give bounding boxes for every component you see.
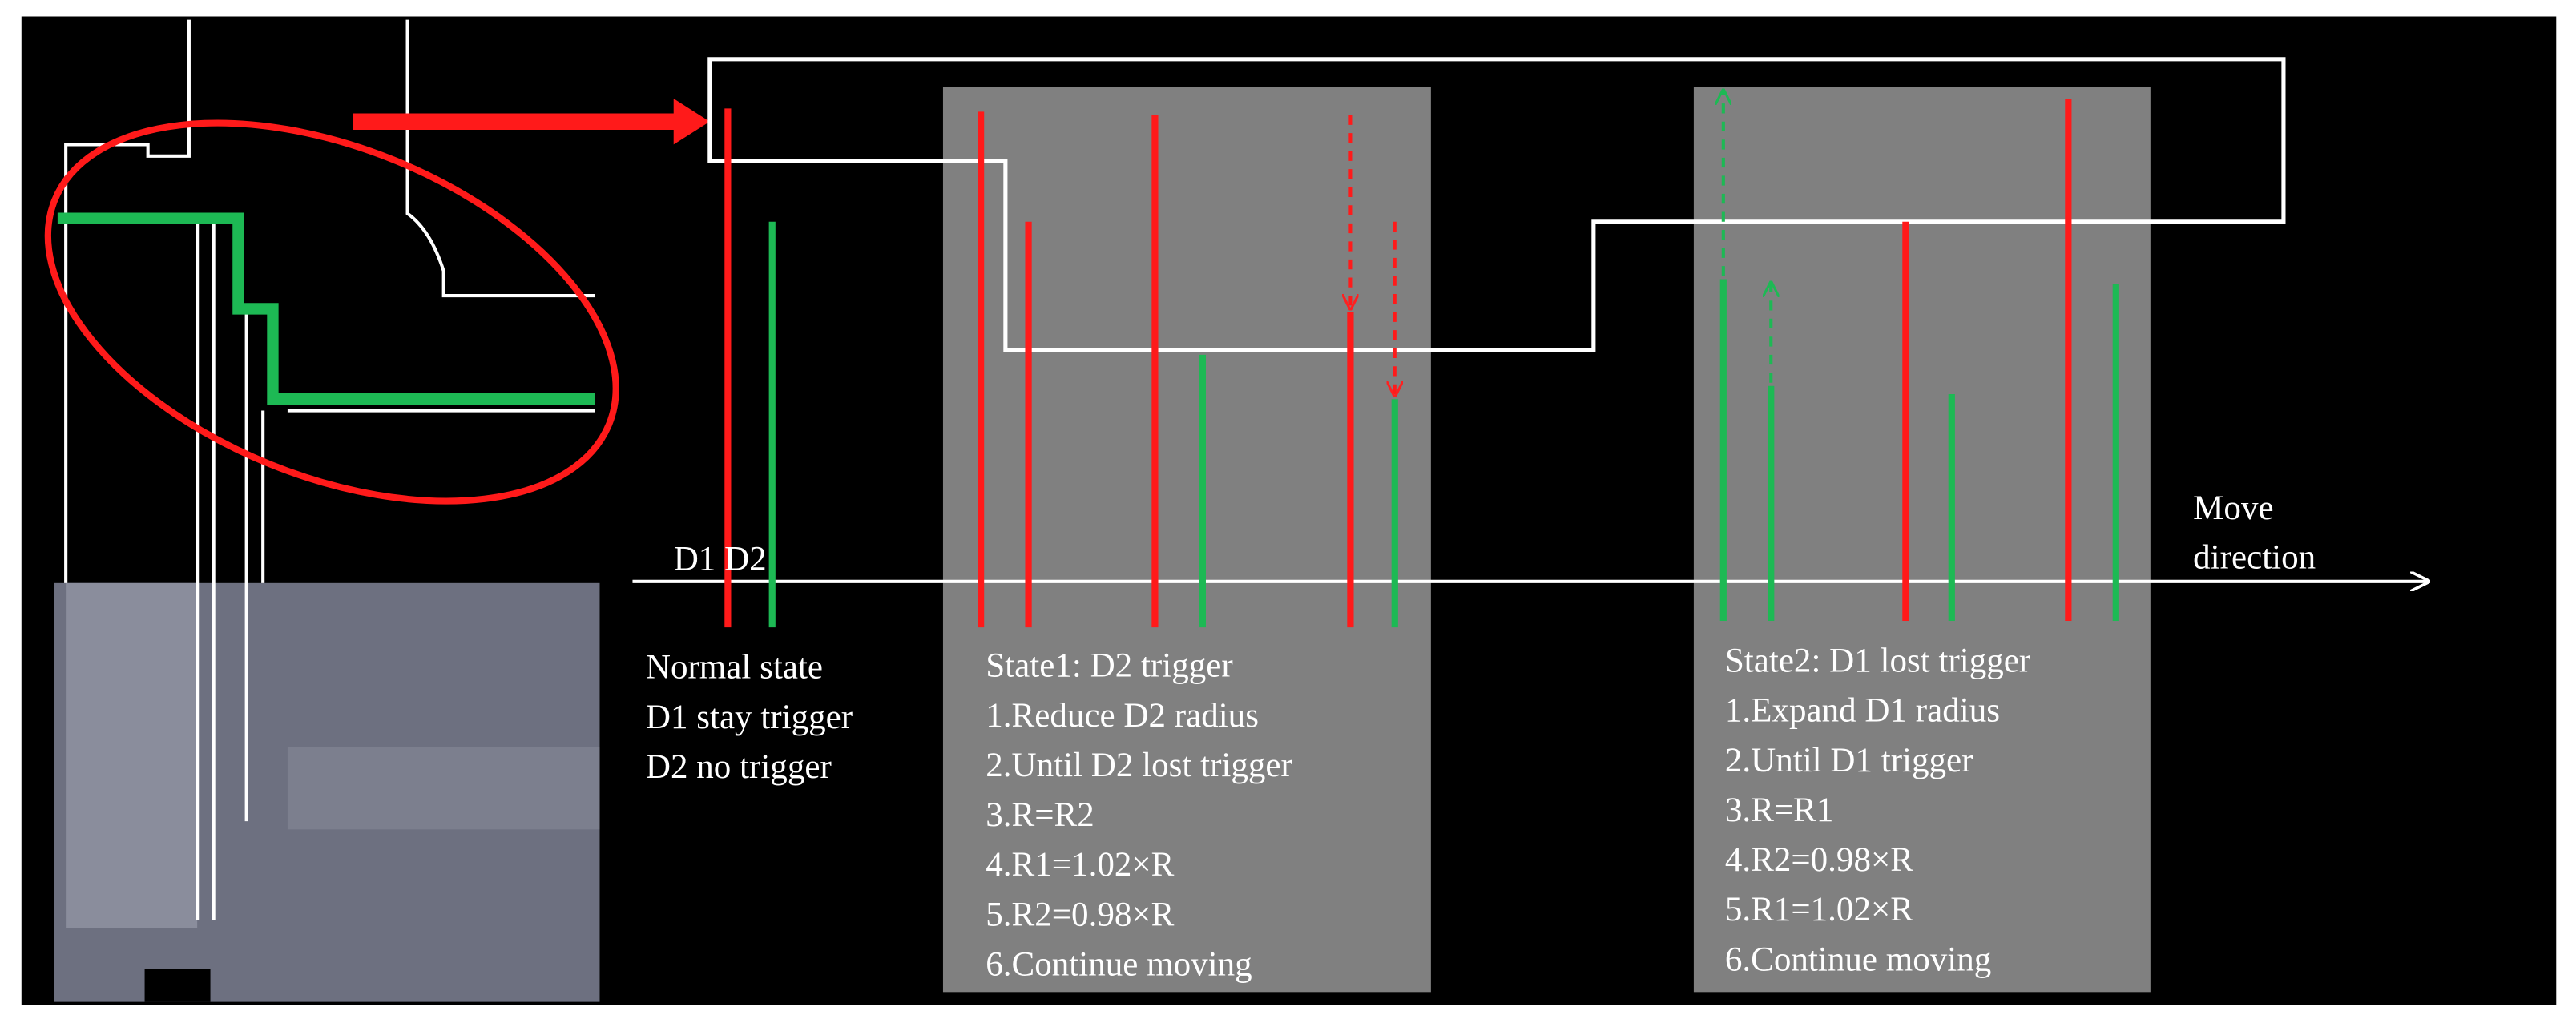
state2-text: State2: D1 lost trigger: [1725, 642, 2030, 680]
state1-text: 4.R1=1.02×R: [986, 846, 1174, 884]
sensor-lines: [724, 99, 2119, 628]
state1-text: 5.R2=0.98×R: [986, 896, 1174, 933]
state2-text: 1.Expand D1 radius: [1725, 692, 2000, 730]
move-label: Move: [2193, 489, 2273, 527]
state1-text: State1: D2 trigger: [986, 647, 1232, 685]
state1-text: 3.R=R2: [986, 796, 1094, 834]
normal-state-text: D1 stay trigger: [646, 699, 853, 736]
state1-text: 2.Until D2 lost trigger: [986, 747, 1292, 784]
state1-text: 1.Reduce D2 radius: [986, 697, 1259, 735]
adjust-arrows: [1350, 91, 1771, 396]
normal-state-text: D2 no trigger: [646, 748, 832, 786]
state2-text: 5.R1=1.02×R: [1725, 891, 1913, 928]
move-label: direction: [2193, 538, 2316, 576]
state1-text: 6.Continue moving: [986, 945, 1252, 983]
state2-text: 6.Continue moving: [1725, 940, 1991, 978]
part-drawing: [44, 19, 710, 1002]
state2-text: 3.R=R1: [1725, 791, 1834, 829]
sensor-labels: D1 D2: [674, 540, 767, 578]
normal-state-text: Normal state: [646, 649, 823, 687]
state2-text: 4.R2=0.98×R: [1725, 841, 1913, 879]
surface-profile: [707, 57, 2286, 352]
state2-text: 2.Until D1 trigger: [1725, 742, 1973, 779]
